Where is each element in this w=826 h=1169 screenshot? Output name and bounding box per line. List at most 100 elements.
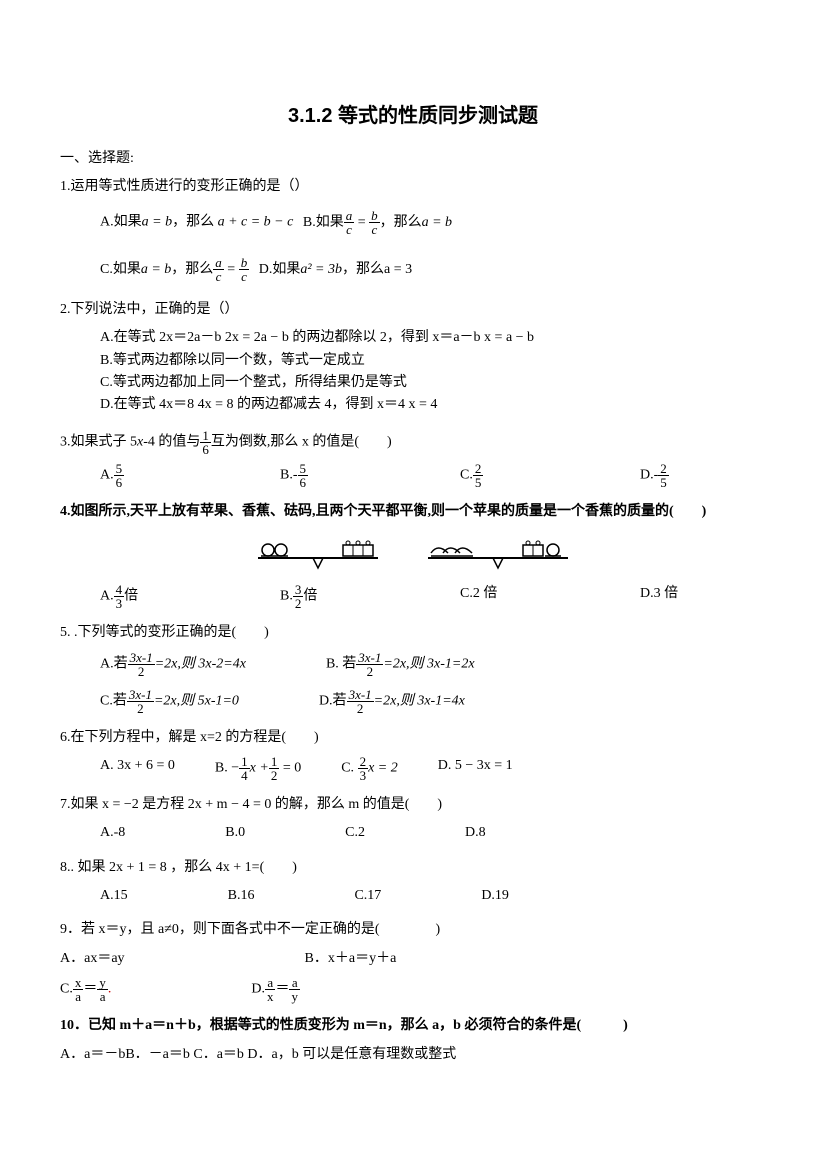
q6-optC: C. 23x = 2 — [341, 755, 398, 782]
q6-text: 6.在下列方程中，解是 x=2 的方程是( ) — [60, 727, 766, 749]
q1-optC: C.如果a = b，那么ac = bc — [100, 262, 253, 277]
q9-optB: B．x＋a＝y＋a — [305, 948, 397, 970]
q4a-l: A. — [100, 589, 114, 604]
q5b-n: 3x-1 — [356, 651, 383, 665]
q6b-d2: 2 — [269, 769, 280, 782]
q2-optD: D.在等式 4x＝8 4x = 8 的两边都减去 4，得到 x＝4 x = 4 — [60, 394, 766, 416]
q5d-n: 3x-1 — [347, 688, 374, 702]
q1-options-row1: A.如果a = b，那么 a + c = b − c B.如果ac = bc，那… — [60, 209, 766, 236]
q5-optA: A.若3x-12=2x,则 3x-2=4x — [100, 651, 246, 678]
q9-text: 9．若 x＝y，且 a≠0，则下面各式中不一定正确的是( ) — [60, 919, 766, 941]
q7-optD: D.8 — [465, 822, 486, 844]
q9d-m: ＝ — [275, 982, 289, 997]
q2-optA: A.在等式 2x＝2a－b 2x = 2a − b 的两边都除以 2，得到 x＝… — [60, 327, 766, 349]
q5b-d: 2 — [356, 665, 383, 678]
q3-optC: C.25 — [460, 462, 540, 489]
q5c-p: C.若 — [100, 693, 127, 708]
q3b-l: B.- — [280, 467, 298, 482]
q1-optD: D.如果a² = 3b，那么a = 3 — [259, 262, 412, 277]
q9d-d1: x — [265, 990, 276, 1003]
q9-row1: A．ax＝ay B．x＋a＝y＋a — [60, 948, 766, 970]
q3a-n: 5 — [114, 462, 125, 476]
q6-optB: B. −14x +12 = 0 — [215, 755, 301, 782]
question-5: 5. .下列等式的变形正确的是( ) A.若3x-12=2x,则 3x-2=4x… — [60, 622, 766, 714]
q5-row1: A.若3x-12=2x,则 3x-2=4x B. 若3x-12=2x,则 3x-… — [60, 651, 766, 678]
q5-optC: C.若3x-12=2x,则 5x-1=0 — [100, 688, 239, 715]
q9c-n2: y — [97, 976, 108, 990]
q6b-n2: 1 — [269, 755, 280, 769]
q4a-d: 3 — [114, 597, 125, 610]
q4b-l: B. — [280, 589, 293, 604]
q5a-p: A.若 — [100, 656, 128, 671]
q5-optD: D.若3x-12=2x,则 3x-1=4x — [319, 688, 465, 715]
q9c-n1: x — [73, 976, 84, 990]
q3-fd: 6 — [200, 443, 211, 456]
q3c-l: C. — [460, 467, 473, 482]
q6b-d1: 4 — [239, 769, 250, 782]
q7-options: A.-8 B.0 C.2 D.8 — [60, 822, 766, 844]
q9-optA: A．ax＝ay — [60, 948, 125, 970]
q1-optA: A.如果a = b，那么 a + c = b − c — [100, 215, 297, 230]
q3c-d: 5 — [473, 476, 484, 489]
q1b-end: a = b — [422, 215, 452, 230]
q7-optA: A.-8 — [100, 822, 125, 844]
q6c-n: 2 — [358, 755, 369, 769]
q5c-d: 2 — [127, 702, 154, 715]
q1a-ab: a = b — [142, 215, 172, 230]
q3d-d: 5 — [658, 476, 669, 489]
q3-post: -4 的值与 — [143, 434, 200, 449]
q3-options: A.56 B.-56 C.25 D.-25 — [60, 462, 766, 489]
q8-optB: B.16 — [228, 885, 255, 907]
q1d-pre: D.如果 — [259, 262, 301, 277]
q9d-n1: a — [265, 976, 276, 990]
q3b-n: 5 — [298, 462, 309, 476]
q6-optA: A. 3x + 6 = 0 — [100, 755, 175, 782]
q4b-d: 2 — [293, 597, 304, 610]
q3-optB: B.-56 — [280, 462, 360, 489]
q8-options: A.15 B.16 C.17 D.19 — [60, 885, 766, 907]
question-7: 7.如果 x = −2 是方程 2x + m − 4 = 0 的解，那么 m 的… — [60, 794, 766, 845]
q2-optC: C.等式两边都加上同一个整式，所得结果仍是等式 — [60, 372, 766, 394]
q3a-d: 6 — [114, 476, 125, 489]
q5a-n: 3x-1 — [128, 651, 155, 665]
q6c-p: C. — [341, 761, 357, 776]
q2-optB: B.等式两边都除以同一个数，等式一定成立 — [60, 350, 766, 372]
q4-optB: B.32倍 — [280, 583, 360, 610]
q3-end: 互为倒数,那么 x 的值是( ) — [211, 434, 392, 449]
q3-pre: 3.如果式子 5 — [60, 434, 137, 449]
question-3: 3.如果式子 5x-4 的值与16互为倒数,那么 x 的值是( ) A.56 B… — [60, 429, 766, 489]
q8-optC: C.17 — [354, 885, 381, 907]
q4b-s: 倍 — [303, 589, 317, 604]
q1c-pre: C.如果 — [100, 262, 141, 277]
q6-optD: D. 5 − 3x = 1 — [438, 755, 513, 782]
q5b-p: B. 若 — [326, 656, 356, 671]
page-title: 3.1.2 等式的性质同步测试题 — [60, 100, 766, 132]
q1d-end: ，那么a = 3 — [342, 262, 412, 277]
q8-optD: D.19 — [481, 885, 509, 907]
q9-optC: C.xa＝ya. — [60, 976, 111, 1003]
q10-options: A．a＝－bB．－a＝b C．a＝b D．a，b 可以是任意有理数或整式 — [60, 1044, 766, 1066]
q2-text: 2.下列说法中，正确的是（） — [60, 299, 766, 321]
q5d-p: D.若 — [319, 693, 347, 708]
q6b-n1: 1 — [239, 755, 250, 769]
q4a-s: 倍 — [124, 589, 138, 604]
question-4: 4.如图所示,天平上放有苹果、香蕉、砝码,且两个天平都平衡,则一个苹果的质量是一… — [60, 501, 766, 610]
balance-scale-1-icon — [253, 533, 383, 573]
q4-options: A.43倍 B.32倍 C.2 倍 D.3 倍 — [60, 583, 766, 610]
q6-options: A. 3x + 6 = 0 B. −14x +12 = 0 C. 23x = 2… — [60, 755, 766, 782]
q5-optB: B. 若3x-12=2x,则 3x-1=2x — [326, 651, 475, 678]
q5d-d: 2 — [347, 702, 374, 715]
q9d-p: D. — [251, 982, 265, 997]
q3b-d: 6 — [298, 476, 309, 489]
q1a-mid: ，那么 — [172, 215, 214, 230]
q10-text: 10．已知 m＋a＝n＋b，根据等式的性质变形为 m＝n，那么 a，b 必须符合… — [60, 1015, 766, 1037]
q4-balance-image — [60, 533, 766, 573]
balance-scale-2-icon — [423, 533, 573, 573]
q9d-d2: y — [289, 990, 300, 1003]
q3-fn: 1 — [200, 429, 211, 443]
q9d-n2: a — [289, 976, 300, 990]
q5-text: 5. .下列等式的变形正确的是( ) — [60, 622, 766, 644]
q1a-pre: A.如果 — [100, 215, 142, 230]
q5b-po: =2x,则 3x-1=2x — [383, 656, 474, 671]
q7-optB: B.0 — [225, 822, 245, 844]
